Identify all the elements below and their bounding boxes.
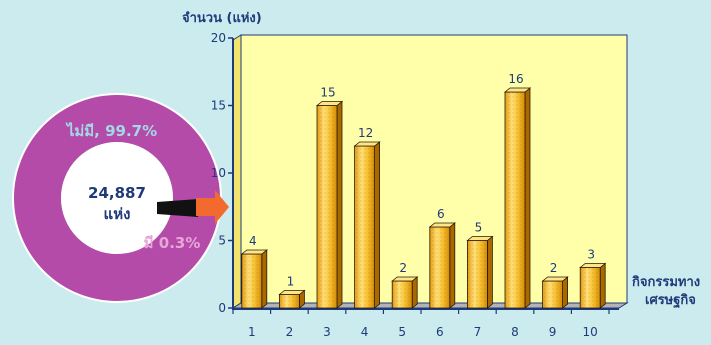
- bar-top: [240, 249, 268, 255]
- y-tick-label: 0: [218, 301, 226, 315]
- x-tick-label: 3: [323, 325, 331, 339]
- bar-texture: [354, 146, 375, 308]
- x-tick-label: 1: [248, 325, 256, 339]
- bar-top: [579, 263, 607, 268]
- x-ticks: 1 2 3 4 5 6 7 8 9 10: [232, 309, 610, 339]
- bar-side: [562, 276, 568, 309]
- bar-side: [449, 222, 456, 309]
- bar-value-label: 16: [508, 72, 523, 86]
- x-axis-title-line1: กิจกรรมทาง: [632, 275, 700, 290]
- bar: [391, 276, 419, 309]
- bar-top: [428, 222, 456, 228]
- bar-value-label: 15: [320, 86, 335, 100]
- bar-side: [374, 141, 381, 309]
- bar-texture: [429, 227, 450, 308]
- bar-side: [599, 262, 606, 309]
- bar-top: [278, 290, 306, 295]
- bar: [315, 100, 344, 309]
- bar-value-label: 4: [249, 234, 257, 248]
- bar-side: [411, 276, 418, 309]
- bar: [240, 249, 268, 309]
- bar-value-label: 2: [550, 261, 558, 275]
- bar-value-label: 3: [587, 248, 595, 262]
- bar-texture: [580, 267, 601, 308]
- y-ticks: 0 5 10 15 20: [211, 31, 233, 315]
- bar-value-label: 12: [358, 126, 373, 140]
- y-tick-label: 20: [211, 31, 226, 45]
- donut-label-has: มี 0.3%: [144, 234, 201, 252]
- bar-value-label: 5: [475, 221, 483, 235]
- donut-center-value: 24,887: [88, 184, 146, 202]
- bar: [579, 262, 607, 309]
- bar: [278, 289, 306, 309]
- bar-texture: [317, 105, 337, 308]
- bar: [466, 235, 494, 309]
- bar-value-label: 1: [287, 275, 295, 289]
- x-tick-label: 5: [398, 325, 406, 339]
- bar-texture: [467, 240, 488, 308]
- bar-top: [466, 236, 494, 241]
- bar-top: [541, 276, 569, 282]
- bar-texture: [279, 294, 300, 308]
- plot-left-wall: [232, 34, 242, 309]
- bar-top: [353, 141, 381, 147]
- bar: [503, 87, 532, 309]
- y-tick-label: 10: [211, 166, 226, 180]
- bar-top: [315, 101, 344, 106]
- bar-texture: [392, 281, 413, 308]
- x-tick-label: 4: [361, 325, 369, 339]
- x-axis-title-line2: เศรษฐกิจ: [645, 293, 696, 309]
- bar-texture: [241, 254, 262, 308]
- x-tick-label: 8: [511, 325, 519, 339]
- donut-slice-has: [157, 199, 198, 217]
- donut-hole: [61, 142, 173, 254]
- bar-top: [503, 87, 532, 93]
- y-axis-title: จำนวน (แห่ง): [182, 10, 262, 26]
- bar: [428, 222, 456, 309]
- donut-chart: 24,887 แห่ง ไม่มี, 99.7% มี 0.3%: [12, 93, 222, 303]
- x-tick-label: 6: [436, 325, 444, 339]
- y-tick-label: 5: [218, 234, 226, 248]
- x-tick-label: 2: [286, 325, 294, 339]
- bar-texture: [505, 92, 525, 308]
- bar: [541, 276, 569, 309]
- bar: [353, 141, 381, 309]
- x-tick-label: 10: [583, 325, 598, 339]
- bar-side: [486, 235, 493, 309]
- connector-arrow-icon: [196, 190, 229, 224]
- bar-side: [524, 87, 531, 309]
- bars: 4 1 15 12 2 6 5 16 2 3: [240, 72, 607, 309]
- y-tick-label: 15: [211, 99, 226, 113]
- bar-value-label: 2: [399, 261, 407, 275]
- bar-top: [391, 276, 419, 282]
- bar-texture: [542, 281, 563, 308]
- bar-side: [336, 100, 343, 309]
- donut-label-none: ไม่มี, 99.7%: [65, 121, 157, 140]
- bar-side: [261, 249, 268, 309]
- donut-center-unit: แห่ง: [104, 205, 131, 223]
- x-tick-label: 7: [474, 325, 482, 339]
- x-tick-label: 9: [549, 325, 557, 339]
- bar-value-label: 6: [437, 207, 445, 221]
